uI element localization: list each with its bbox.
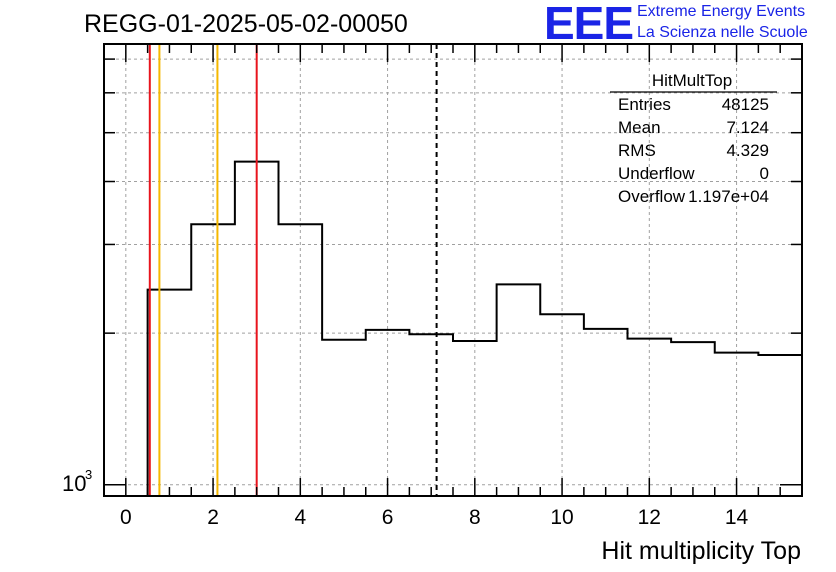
x-tick-label: 4 [294,506,306,529]
x-tick-label: 6 [382,506,394,529]
stats-label-mean: Mean [618,118,661,137]
stats-label-underflow: Underflow [618,164,695,183]
stats-value-rms: 4.329 [726,141,769,160]
chart-title: REGG-01-2025-05-02-00050 [84,10,408,38]
x-tick-label: 14 [725,506,749,529]
eee-logo: EEE [544,0,634,49]
x-tick-label: 2 [207,506,219,529]
stats-box-title: HitMultTop [652,71,732,90]
y-tick-label-exp: 3 [85,467,92,482]
stats-label-entries: Entries [618,95,671,114]
y-tick-label-base: 10 [62,471,86,496]
stats-label-overflow: Overflow [618,187,686,206]
axis-ticks [103,44,803,496]
x-tick-labels: 0 2 4 6 8 10 12 14 [120,506,749,529]
stats-label-rms: RMS [618,141,656,160]
x-tick-label: 0 [120,506,132,529]
x-tick-label: 8 [469,506,481,529]
stats-box: HitMultTop Entries 48125 Mean 7.124 RMS … [610,71,777,206]
logo-line-1: Extreme Energy Events [637,3,806,20]
histogram-line [146,160,802,496]
logo-line-2: La Scienza nelle Scuole [637,24,808,41]
plot-frame [103,43,803,497]
histogram-step [146,160,802,496]
stats-value-mean: 7.124 [726,118,769,137]
stats-value-entries: 48125 [722,95,769,114]
marker-lines [148,44,438,496]
stats-value-overflow: 1.197e+04 [688,187,769,206]
y-tick-labels: 10 3 [62,467,92,496]
x-tick-label: 10 [550,506,573,529]
x-axis-label: Hit multiplicity Top [601,537,801,565]
stats-value-underflow: 0 [760,164,769,183]
x-tick-label: 12 [638,506,661,529]
grid-lines [104,44,802,496]
